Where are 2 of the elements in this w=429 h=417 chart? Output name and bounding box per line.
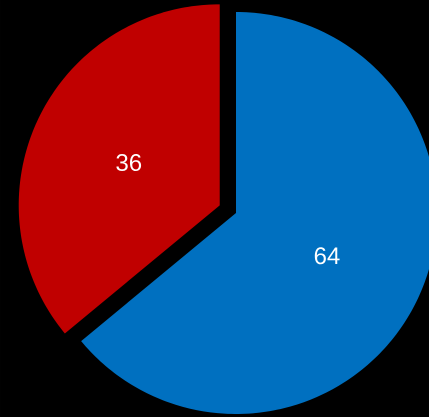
data-label: 64 xyxy=(314,247,340,264)
data-label: 36 xyxy=(116,154,142,172)
